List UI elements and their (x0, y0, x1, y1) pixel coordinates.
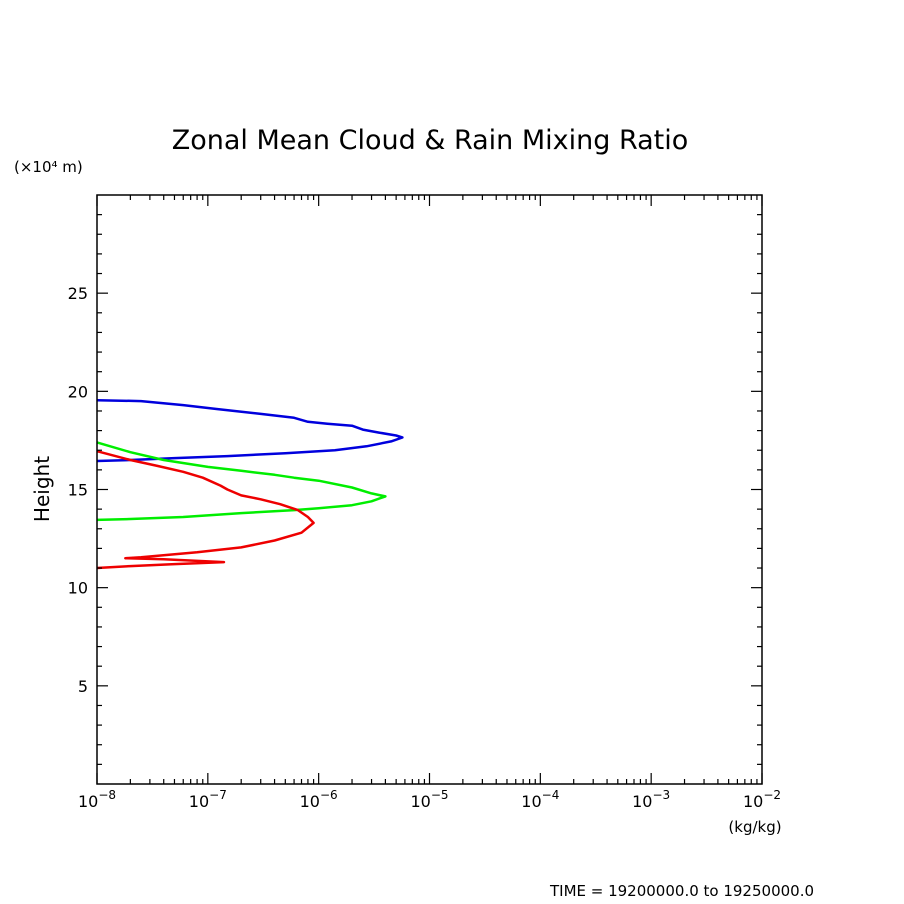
y-tick-label: 10 (68, 579, 88, 598)
x-tick-label: 10−8 (78, 788, 116, 811)
ticks-layer (96, 195, 763, 784)
y-tick-label: 25 (68, 284, 88, 303)
time-range-label: TIME = 19200000.0 to 19250000.0 (549, 882, 814, 900)
x-unit-label: (kg/kg) (728, 818, 781, 836)
x-tick-labels: 10−8 10−7 10−6 10−5 10−4 10−3 10−2 (78, 788, 781, 811)
plot-frame (96, 194, 763, 785)
x-tick-label: 10−5 (410, 788, 448, 811)
y-tick-labels: 5 10 15 20 25 (68, 284, 88, 696)
series-layer (96, 398, 404, 570)
y-tick-label: 5 (78, 677, 88, 696)
x-tick-label: 10−2 (743, 788, 781, 811)
x-tick-label: 10−7 (189, 788, 227, 811)
x-tick-label: 10−3 (632, 788, 670, 811)
x-tick-label: 10−4 (521, 788, 559, 811)
y-tick-label: 15 (68, 481, 88, 500)
y-axis-label: Height (30, 456, 54, 522)
series-line-2 (96, 441, 387, 522)
y-tick-label: 20 (68, 382, 88, 401)
x-tick-label: 10−6 (300, 788, 338, 811)
y-unit-label: (×10⁴ m) (14, 158, 83, 176)
series-line-3 (96, 449, 315, 570)
chart-title: Zonal Mean Cloud & Rain Mixing Ratio (172, 125, 689, 156)
series-line-1 (96, 398, 404, 463)
